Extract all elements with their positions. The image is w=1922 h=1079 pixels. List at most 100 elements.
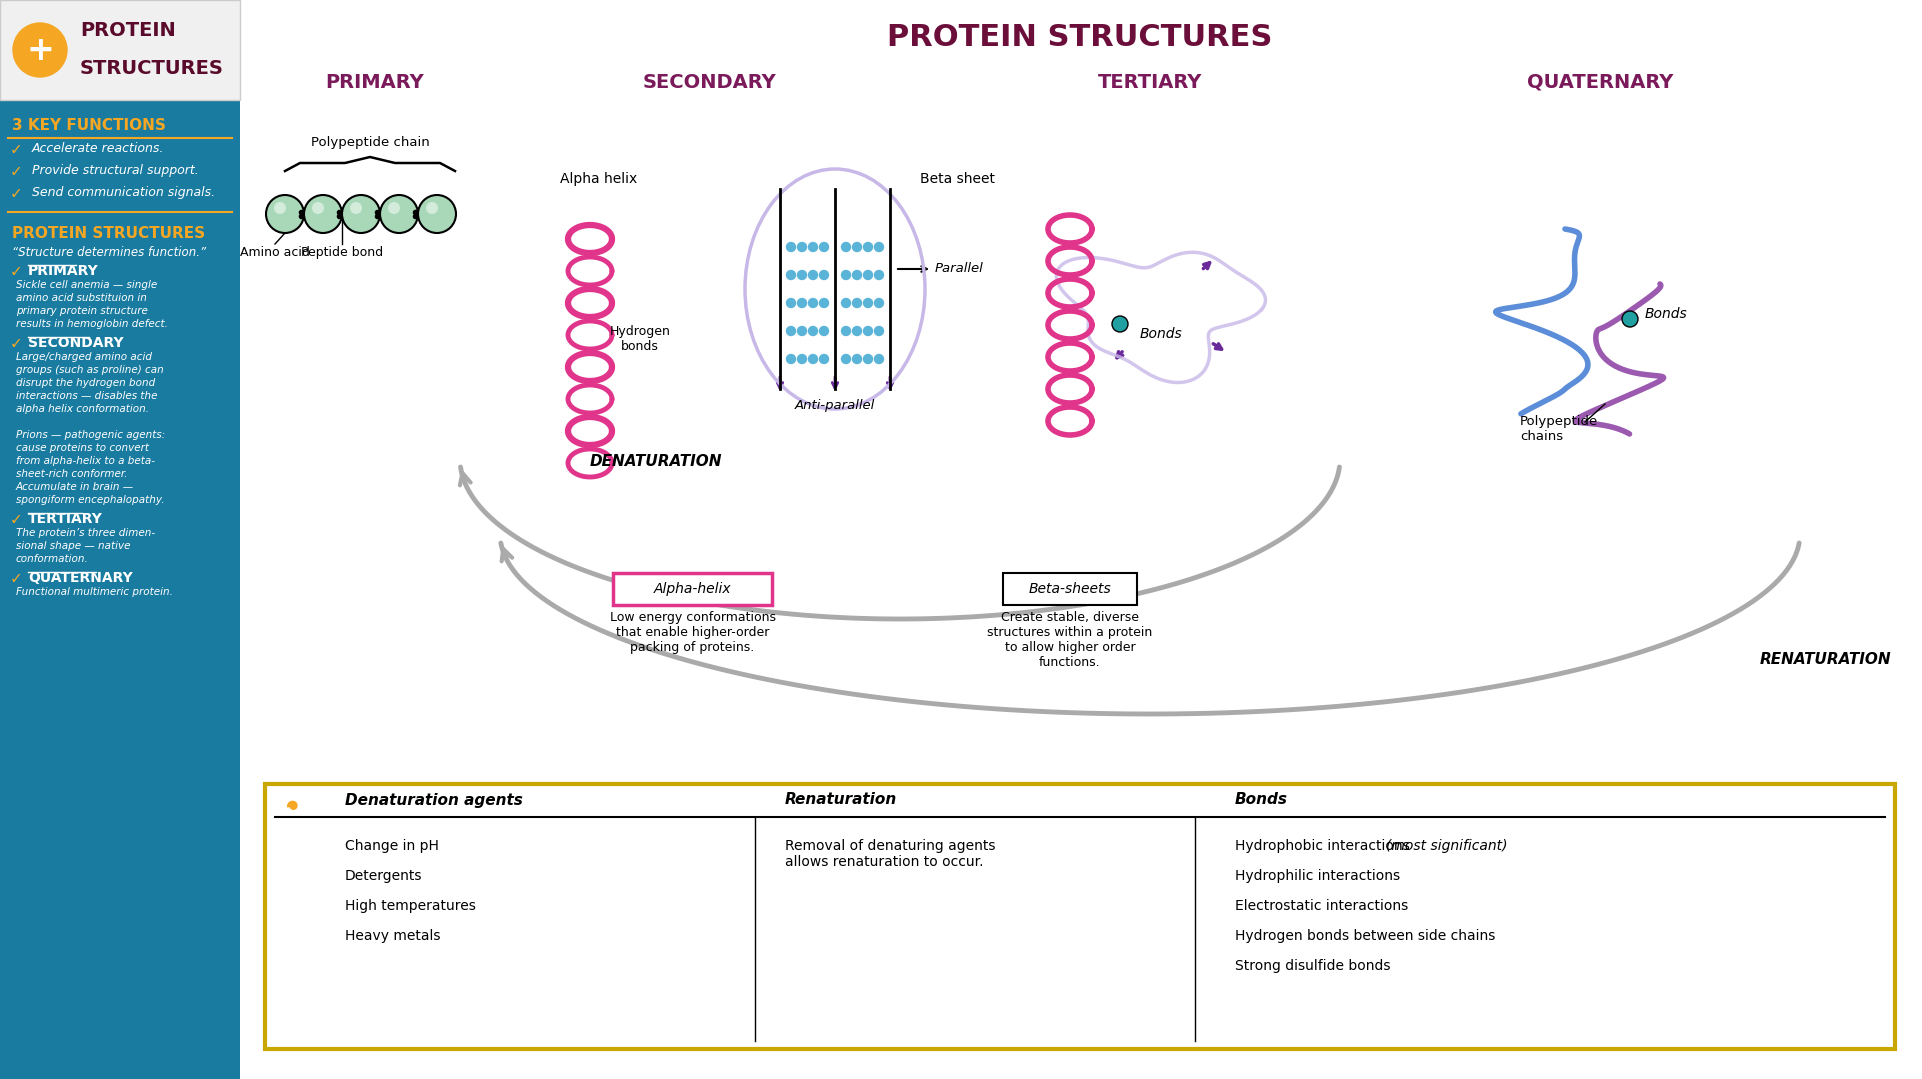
- Text: TERTIARY: TERTIARY: [29, 513, 104, 525]
- Text: ✓: ✓: [10, 142, 23, 158]
- Text: TERTIARY: TERTIARY: [1097, 72, 1201, 92]
- Circle shape: [786, 327, 796, 336]
- Circle shape: [863, 355, 873, 364]
- FancyBboxPatch shape: [373, 210, 388, 218]
- Text: (most significant): (most significant): [1386, 839, 1507, 853]
- Circle shape: [304, 195, 342, 233]
- Circle shape: [863, 327, 873, 336]
- Circle shape: [798, 327, 807, 336]
- Text: Accelerate reactions.: Accelerate reactions.: [33, 142, 165, 155]
- Text: Sickle cell anemia — single: Sickle cell anemia — single: [15, 279, 158, 290]
- Text: groups (such as proline) can: groups (such as proline) can: [15, 365, 163, 375]
- Text: Removal of denaturing agents
allows renaturation to occur.: Removal of denaturing agents allows rena…: [784, 839, 996, 870]
- Text: from alpha-helix to a beta-: from alpha-helix to a beta-: [15, 456, 156, 466]
- FancyBboxPatch shape: [265, 784, 1895, 1049]
- Text: Polypeptide
chains: Polypeptide chains: [1520, 415, 1599, 443]
- Circle shape: [798, 243, 807, 251]
- Circle shape: [417, 195, 456, 233]
- Circle shape: [809, 271, 817, 279]
- Circle shape: [809, 355, 817, 364]
- Text: Create stable, diverse
structures within a protein
to allow higher order
functio: Create stable, diverse structures within…: [988, 611, 1153, 669]
- Circle shape: [875, 243, 884, 251]
- Text: Detergents: Detergents: [346, 869, 423, 883]
- Text: cause proteins to convert: cause proteins to convert: [15, 443, 150, 453]
- Circle shape: [875, 355, 884, 364]
- Text: Parallel: Parallel: [934, 262, 984, 275]
- Text: primary protein structure: primary protein structure: [15, 306, 148, 316]
- Bar: [0, 100, 240, 1079]
- Circle shape: [875, 299, 884, 308]
- Text: Low energy conformations
that enable higher-order
packing of proteins.: Low energy conformations that enable hig…: [609, 611, 775, 654]
- Circle shape: [819, 271, 828, 279]
- Circle shape: [809, 243, 817, 251]
- Circle shape: [853, 327, 861, 336]
- Text: results in hemoglobin defect.: results in hemoglobin defect.: [15, 319, 167, 329]
- Text: The protein’s three dimen-: The protein’s three dimen-: [15, 528, 156, 538]
- Text: RENATURATION: RENATURATION: [1761, 652, 1891, 667]
- Text: PROTEIN STRUCTURES: PROTEIN STRUCTURES: [888, 24, 1272, 53]
- Text: Beta sheet: Beta sheet: [921, 172, 996, 186]
- Text: Amino acid: Amino acid: [240, 246, 309, 259]
- Text: amino acid substituion in: amino acid substituion in: [15, 293, 146, 303]
- Text: Beta-sheets: Beta-sheets: [1028, 582, 1111, 596]
- Text: conformation.: conformation.: [15, 554, 88, 564]
- Text: Alpha-helix: Alpha-helix: [653, 582, 730, 596]
- Text: Heavy metals: Heavy metals: [346, 929, 440, 943]
- Circle shape: [853, 243, 861, 251]
- Circle shape: [819, 355, 828, 364]
- Text: Electrostatic interactions: Electrostatic interactions: [1236, 899, 1409, 913]
- Text: QUATERNARY: QUATERNARY: [29, 571, 133, 585]
- Circle shape: [427, 202, 438, 214]
- Text: Hydrogen bonds between side chains: Hydrogen bonds between side chains: [1236, 929, 1495, 943]
- Text: SECONDARY: SECONDARY: [29, 336, 123, 350]
- FancyBboxPatch shape: [1003, 573, 1138, 605]
- Circle shape: [786, 243, 796, 251]
- FancyBboxPatch shape: [409, 210, 427, 218]
- Circle shape: [819, 327, 828, 336]
- Text: Peptide bond: Peptide bond: [302, 246, 382, 259]
- Circle shape: [875, 271, 884, 279]
- Circle shape: [842, 243, 851, 251]
- Text: PROTEIN STRUCTURES: PROTEIN STRUCTURES: [12, 226, 206, 241]
- Circle shape: [798, 299, 807, 308]
- Text: disrupt the hydrogen bond: disrupt the hydrogen bond: [15, 378, 156, 388]
- Circle shape: [863, 243, 873, 251]
- Text: Denaturation agents: Denaturation agents: [346, 792, 523, 807]
- FancyBboxPatch shape: [613, 573, 773, 605]
- Circle shape: [875, 327, 884, 336]
- Circle shape: [786, 299, 796, 308]
- Circle shape: [863, 271, 873, 279]
- Circle shape: [842, 327, 851, 336]
- Circle shape: [853, 355, 861, 364]
- Circle shape: [342, 195, 381, 233]
- FancyBboxPatch shape: [296, 210, 311, 218]
- Text: Strong disulfide bonds: Strong disulfide bonds: [1236, 959, 1390, 973]
- Circle shape: [809, 327, 817, 336]
- Text: Accumulate in brain —: Accumulate in brain —: [15, 482, 135, 492]
- Circle shape: [311, 202, 325, 214]
- Text: sional shape — native: sional shape — native: [15, 541, 131, 551]
- Text: Large/charged amino acid: Large/charged amino acid: [15, 352, 152, 361]
- Circle shape: [853, 299, 861, 308]
- Text: spongiform encephalopathy.: spongiform encephalopathy.: [15, 495, 165, 505]
- Text: Provide structural support.: Provide structural support.: [33, 164, 198, 177]
- Text: ✓: ✓: [10, 264, 23, 279]
- Text: Functional multimeric protein.: Functional multimeric protein.: [15, 587, 173, 597]
- Circle shape: [853, 271, 861, 279]
- Circle shape: [381, 195, 417, 233]
- FancyBboxPatch shape: [334, 210, 350, 218]
- Text: PROTEIN: PROTEIN: [81, 21, 175, 40]
- Text: sheet-rich conformer.: sheet-rich conformer.: [15, 469, 127, 479]
- Text: SECONDARY: SECONDARY: [644, 72, 776, 92]
- Circle shape: [275, 202, 286, 214]
- Text: interactions — disables the: interactions — disables the: [15, 391, 158, 401]
- Circle shape: [863, 299, 873, 308]
- Text: High temperatures: High temperatures: [346, 899, 477, 913]
- Circle shape: [842, 271, 851, 279]
- Text: +: +: [27, 33, 54, 67]
- Circle shape: [786, 271, 796, 279]
- Text: ✓: ✓: [10, 571, 23, 586]
- Circle shape: [842, 299, 851, 308]
- Text: Send communication signals.: Send communication signals.: [33, 186, 215, 199]
- Text: Prions — pathogenic agents:: Prions — pathogenic agents:: [15, 431, 165, 440]
